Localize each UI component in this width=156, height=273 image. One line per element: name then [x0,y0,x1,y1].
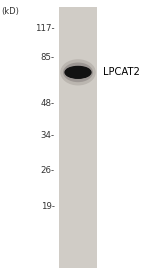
Ellipse shape [66,67,90,78]
Text: 85-: 85- [40,53,55,62]
Text: (kD): (kD) [2,7,20,16]
Ellipse shape [76,72,80,73]
Ellipse shape [72,70,84,75]
Text: 26-: 26- [40,166,55,175]
Ellipse shape [72,69,84,75]
Ellipse shape [77,72,79,73]
Ellipse shape [67,67,89,78]
Ellipse shape [70,69,86,76]
Text: 48-: 48- [40,99,55,108]
Ellipse shape [77,72,79,73]
Ellipse shape [71,69,85,76]
Text: 19-: 19- [41,202,55,210]
Ellipse shape [60,59,96,85]
Ellipse shape [75,71,81,74]
Ellipse shape [71,69,85,76]
Ellipse shape [63,63,93,82]
Ellipse shape [67,67,89,78]
Ellipse shape [68,68,88,77]
Ellipse shape [74,70,82,75]
Ellipse shape [65,66,91,79]
Ellipse shape [66,66,90,78]
Text: 117-: 117- [35,24,55,33]
Ellipse shape [74,70,82,74]
Bar [59,7,97,268]
Ellipse shape [69,68,87,76]
Ellipse shape [69,68,87,77]
Text: LPCAT2: LPCAT2 [103,67,140,77]
Text: 34-: 34- [40,131,55,140]
Ellipse shape [76,71,80,73]
Ellipse shape [73,70,83,75]
Ellipse shape [64,66,92,79]
